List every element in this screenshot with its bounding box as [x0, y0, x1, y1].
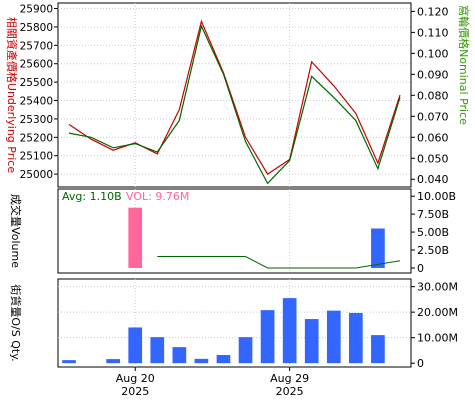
volume-axis-tick-label: 5.00B — [417, 226, 449, 239]
right-axis-tick-label: 0.080 — [417, 89, 449, 102]
left-axis-tick-label: 25500 — [20, 77, 53, 89]
volume-axis-tick-label: 0 — [417, 262, 424, 275]
outstanding-bar — [349, 312, 363, 364]
volume-axis-tick-label: 10.00B — [417, 190, 456, 203]
outstanding-bar — [304, 319, 319, 364]
left-axis-tick-label: 25900 — [20, 4, 53, 16]
outstanding-axis-tick-label: 30.00M — [417, 281, 458, 294]
left-axis-title: 相關資產價格Underlying Price — [5, 17, 19, 173]
outstanding-bar — [216, 355, 231, 364]
outstanding-bar — [128, 327, 143, 364]
left-axis-tick-label: 25000 — [20, 169, 53, 181]
outstanding-axis-tick-label: 20.00M — [417, 306, 458, 319]
x-axis-year-label: 2025 — [276, 385, 304, 398]
left-axis-tick-label: 25400 — [20, 96, 53, 108]
outstanding-bar — [238, 337, 253, 364]
volume-axis-title: 成交量Volume — [9, 194, 23, 268]
left-axis-tick-label: 25800 — [20, 22, 53, 34]
left-axis-tick-label: 25100 — [20, 151, 53, 163]
x-axis-date-label: Aug 20 — [116, 372, 155, 385]
volume-axis-tick-label: 7.50B — [417, 208, 449, 221]
left-axis-tick-label: 25600 — [20, 59, 53, 71]
outstanding-axis-tick-label: 0 — [417, 357, 424, 370]
outstanding-bar — [371, 335, 385, 364]
x-axis-date-label: Aug 29 — [270, 372, 309, 385]
outstanding-bar — [326, 310, 341, 364]
outstanding-bar — [194, 358, 209, 364]
right-axis-tick-label: 0.040 — [417, 173, 449, 186]
price-panel-frame — [57, 2, 412, 188]
outstanding-bar — [260, 310, 275, 364]
outstanding-axis-tick-label: 10.00M — [417, 332, 458, 345]
volume-average-text: Avg: 1.10B — [62, 190, 122, 203]
right-axis-tick-label: 0.120 — [417, 5, 449, 18]
outstanding-bar — [62, 360, 76, 364]
left-axis-tick-label: 25300 — [20, 114, 53, 126]
underlying-price-line — [68, 19, 401, 175]
volume-bar — [371, 228, 385, 268]
right-axis-tick-label: 0.110 — [417, 26, 449, 39]
outstanding-bar — [106, 359, 120, 364]
right-axis-tick-label: 0.090 — [417, 68, 449, 81]
outstanding-bar — [282, 298, 297, 364]
left-axis-tick-label: 25200 — [20, 132, 53, 144]
volume-panel-frame — [57, 188, 412, 274]
outstanding-bar — [172, 347, 187, 364]
right-axis-tick-label: 0.050 — [417, 152, 449, 165]
outstanding-bar — [150, 337, 165, 364]
x-axis-year-label: 2025 — [121, 385, 149, 398]
volume-bar — [128, 207, 143, 268]
volume-current-text: VOL: 9.76M — [126, 190, 189, 203]
right-axis-tick-label: 0.060 — [417, 131, 449, 144]
volume-average-line — [157, 256, 401, 269]
warrant-price-line — [68, 24, 401, 185]
right-axis-tick-label: 0.100 — [417, 47, 449, 60]
outstanding-axis-title: 街貨量O/S Qty. — [9, 284, 23, 361]
right-axis-title: 窩輪價格Nominal Price — [457, 5, 471, 125]
left-axis-tick-label: 25700 — [20, 40, 53, 52]
volume-axis-tick-label: 2.50B — [417, 244, 449, 257]
right-axis-tick-label: 0.070 — [417, 110, 449, 123]
